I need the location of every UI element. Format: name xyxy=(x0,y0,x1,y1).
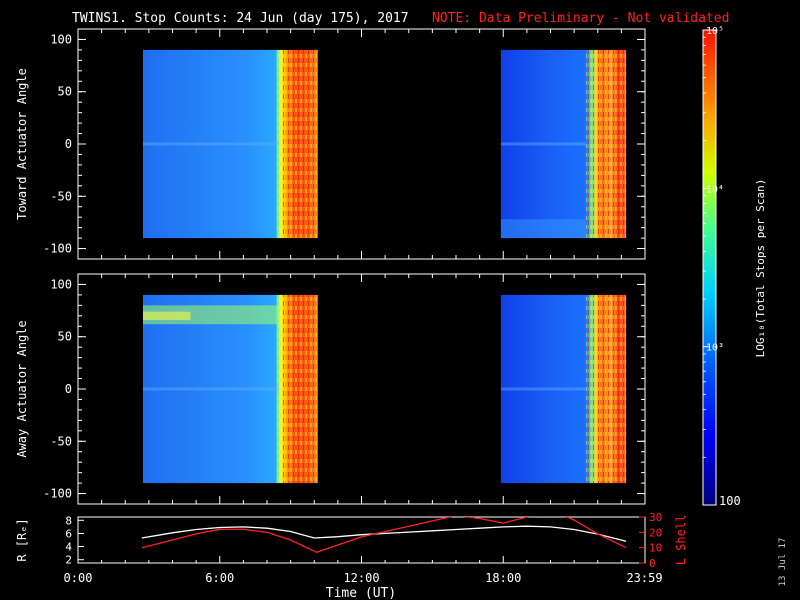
orbit-right-tick-label: 10 xyxy=(649,542,662,555)
orbit-left-tick-label: 8 xyxy=(65,514,72,527)
toward-ylabel: Toward Actuator Angle xyxy=(15,68,29,220)
ytick-label: 100 xyxy=(50,32,72,46)
away-ylabel: Away Actuator Angle xyxy=(15,320,29,457)
colorbar-tick-label: 10⁴ xyxy=(706,184,724,195)
colorbar-tick-label: 10⁵ xyxy=(706,26,724,37)
heatmap-zero-band xyxy=(142,387,279,391)
toward-ticks: 100 50 0 -50 -100 xyxy=(43,29,646,259)
colorbar-ticks: 10⁵ 10⁴ 10³ 100 xyxy=(703,26,741,508)
heatmap-zero-band xyxy=(500,142,586,146)
toward-heatmap xyxy=(142,49,627,239)
ytick-label: -100 xyxy=(43,242,72,256)
ytick-label: 100 xyxy=(50,277,72,291)
colorbar: 10⁵ 10⁴ 10³ 100 LOG₁₀(Total Stops per Scan) xyxy=(702,26,767,508)
colorbar-tick-label: 10³ xyxy=(706,343,724,354)
xtick-label: 0:00 xyxy=(64,571,93,585)
toward-panel: 100 50 0 -50 -100 Toward Actuator Angle xyxy=(15,28,646,260)
orbit-left-tick-label: 2 xyxy=(65,554,72,567)
title-note: NOTE: Data Preliminary - Not validated xyxy=(432,11,729,26)
orbit-left-tick-label: 6 xyxy=(65,527,72,540)
title-main: TWINS1. Stop Counts: 24 Jun (day 175), 2… xyxy=(72,11,409,26)
orbit-right-tick-label: 20 xyxy=(649,526,662,539)
heatmap-block-texture xyxy=(585,49,627,239)
orbit-lines xyxy=(141,517,627,554)
heatmap-low-band xyxy=(500,219,586,239)
ytick-label: 50 xyxy=(58,330,72,344)
away-heatmap xyxy=(142,294,627,484)
ytick-label: -50 xyxy=(50,434,72,448)
away-ticks: 100 50 0 -50 -100 xyxy=(43,274,646,504)
xtick-label: 23:59 xyxy=(626,571,662,585)
colorbar-tick-label: 100 xyxy=(719,494,741,508)
orbit-ylabel-right: L Shell xyxy=(674,515,688,566)
orbit-right-tick-label: 0 xyxy=(649,557,656,570)
ytick-label: 0 xyxy=(65,382,72,396)
orbit-ylabel-left: R [Rₑ] xyxy=(15,518,29,561)
ytick-label: 50 xyxy=(58,85,72,99)
heatmap-block-texture xyxy=(278,294,318,484)
footer-date: 13 Jul 17 xyxy=(778,538,788,587)
xtick-label: 12:00 xyxy=(343,571,379,585)
x-axis-label: Time (UT) xyxy=(326,586,396,600)
colorbar-gradient xyxy=(702,29,717,506)
colorbar-label: LOG₁₀(Total Stops per Scan) xyxy=(754,179,767,358)
xtick-label: 18:00 xyxy=(485,571,521,585)
lshell-line xyxy=(141,517,627,554)
xtick-label: 6:00 xyxy=(205,571,234,585)
ytick-label: 0 xyxy=(65,137,72,151)
heatmap-zero-band xyxy=(500,387,586,391)
away-panel: 100 50 0 -50 -100 Away Actuator Angle xyxy=(15,273,646,505)
heatmap-block-texture xyxy=(585,294,627,484)
radius-line xyxy=(141,525,627,542)
heatmap-block-texture xyxy=(278,49,318,239)
ytick-label: -100 xyxy=(43,487,72,501)
orbit-left-tick-label: 4 xyxy=(65,541,72,554)
orbit-right-tick-label: 30 xyxy=(649,511,662,524)
heatmap-zero-band xyxy=(142,142,279,146)
ytick-label: -50 xyxy=(50,189,72,203)
heatmap-high-band-core xyxy=(142,311,191,320)
